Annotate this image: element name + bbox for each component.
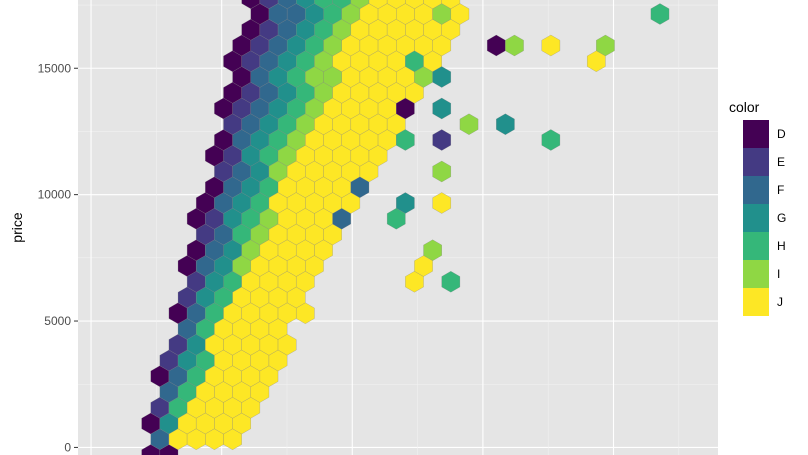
hex-cell [459,113,479,135]
hex-cell [541,129,561,151]
hex-cell [496,113,515,135]
hex-cell [441,271,461,293]
y-axis: 0 5000 10000 15000 [38,61,78,454]
hex-cell [441,0,461,9]
legend-label: J [777,295,783,309]
legend-key [743,204,769,232]
hex-cell [432,129,451,151]
legend-label: D [777,127,786,141]
legend-label: H [777,239,786,253]
legend-key [743,148,769,176]
hex-cell [396,129,415,151]
hex-cell [541,34,561,57]
hex-cell [414,255,433,277]
hex-cell [587,50,606,72]
y-tick-label: 0 [64,440,71,454]
hex-cell [432,97,451,120]
hex-cell [650,3,670,25]
legend-key [743,288,769,316]
hex-cells [141,0,670,455]
hex-cell [432,66,451,88]
hex-cell [432,160,451,183]
legend-title: color [729,99,760,115]
hex-cell [432,192,451,214]
hex-cell [387,208,406,230]
legend-label: I [777,267,780,281]
legend-key [743,120,769,148]
y-tick-label: 5000 [44,314,71,328]
legend-key [743,176,769,204]
y-tick-label: 10000 [38,188,72,202]
legend-key [743,260,769,288]
legend-label: E [777,155,785,169]
legend-label: F [777,183,784,197]
y-tick-label: 15000 [38,61,72,75]
hex-cell [505,34,524,57]
legend-key [743,232,769,260]
legend-label: G [777,211,786,225]
y-axis-title: price [9,212,25,243]
